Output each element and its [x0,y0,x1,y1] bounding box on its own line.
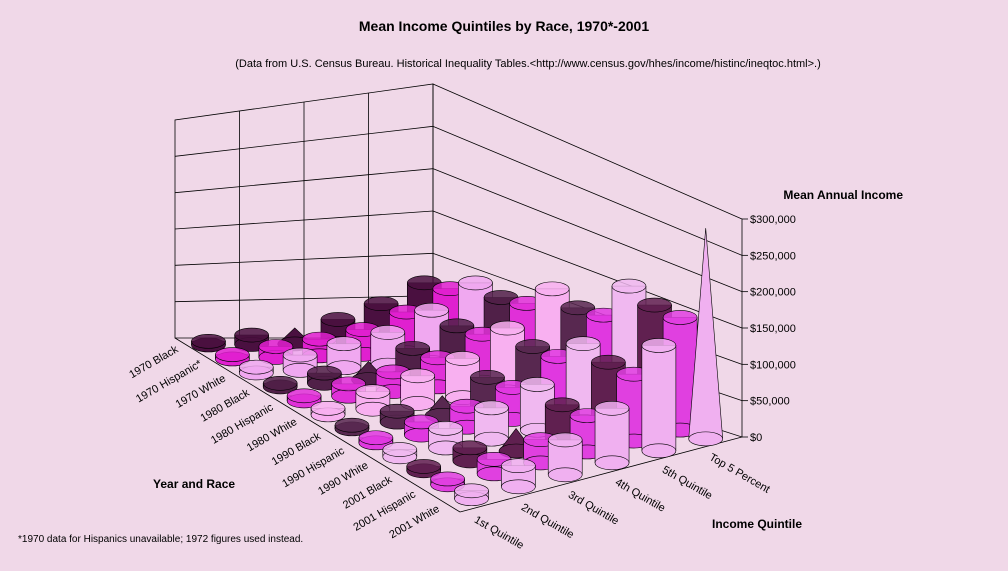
z-tick-label: $0 [750,432,762,444]
y-axis-title: Year and Race [153,477,235,491]
bar-11-0 [454,483,489,507]
z-axis-title: Mean Annual Income [783,188,903,202]
chart-title: Mean Income Quintiles by Race, 1970*-200… [359,18,649,34]
bar-11-1 [501,458,536,495]
z-tick-label: $150,000 [750,323,796,335]
footnote: *1970 data for Hispanics unavailable; 19… [18,534,303,545]
z-tick-label: $200,000 [750,287,796,299]
bar-5-0 [310,401,346,423]
bar-0-0 [191,334,226,353]
bar-5-2 [400,368,436,411]
bar-3-0 [262,375,298,395]
bar-8-0 [382,442,418,465]
bar-11-5 [688,228,724,447]
x-axis-title: Income Quintile [712,517,802,531]
chart-subtitle: (Data from U.S. Census Bureau. Historica… [235,58,821,70]
chart-marks [191,228,724,507]
z-tick-label: $300,000 [750,214,796,226]
bar-4-0 [286,388,322,409]
z-tick-label: $50,000 [750,396,790,408]
x-tick-label: 4th Quintile [613,476,667,514]
bar-11-2 [547,432,583,483]
bar-8-2 [474,400,509,447]
bar-11-3 [594,401,630,471]
z-tick-label: $250,000 [750,250,796,262]
bar-9-0 [406,459,442,479]
x-tick-label: 3rd Quintile [566,489,621,528]
z-axis-ticks: $0 $50,000 $100,000 $150,000 $200,000 $250,00… [742,214,796,444]
bar-6-0 [334,417,370,437]
x-tick-label: 1st Quintile [472,514,526,552]
x-tick-label: Top 5 Percent [707,451,772,495]
z-tick-label: $100,000 [750,359,796,371]
x-tick-label: 5th Quintile [660,464,714,502]
bar-11-4 [641,338,677,459]
x-tick-label: 2nd Quintile [519,501,576,541]
bar-1-0 [215,347,250,367]
bar-0-1 [234,327,269,352]
bar-2-0 [238,359,274,381]
